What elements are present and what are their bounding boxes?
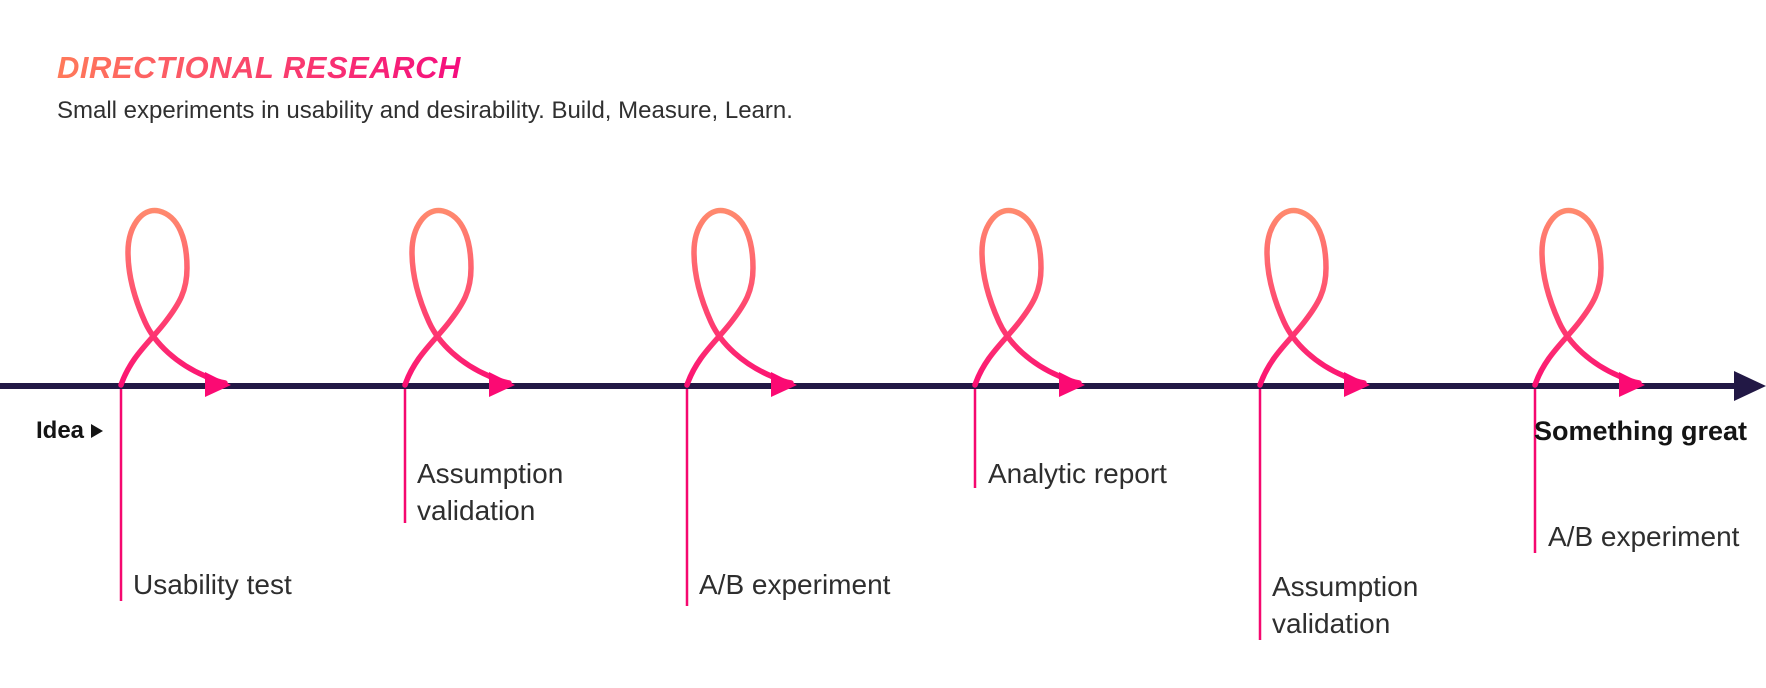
milestone-label: Usability test — [133, 569, 292, 600]
timeline-arrowhead-icon — [1734, 371, 1766, 401]
timeline-start-label-text: Idea — [36, 417, 85, 444]
milestone-label: Assumption validation — [1272, 571, 1419, 639]
timeline-end-label-text: Something great — [1533, 416, 1747, 446]
page-subtitle: Small experiments in usability and desir… — [57, 97, 793, 124]
milestone-label: A/B experiment — [699, 569, 891, 600]
iteration-loop-icon — [405, 211, 515, 397]
iteration-loop-icon — [1260, 211, 1370, 397]
iteration-loop-icon — [1535, 211, 1645, 397]
iteration-loop-icon — [975, 211, 1085, 397]
milestone-label: Analytic report — [988, 458, 1167, 489]
timeline-start-label: Idea — [36, 417, 104, 445]
milestone-label: Assumption validation — [417, 458, 564, 526]
timeline-end-label: Something great — [1534, 416, 1747, 447]
iteration-loop-icon — [687, 211, 797, 397]
iteration-loop-icon — [121, 211, 231, 397]
idea-arrow-icon — [91, 424, 104, 438]
page-title: DIRECTIONAL RESEARCH — [57, 50, 461, 85]
milestone-label: A/B experiment — [1548, 521, 1740, 552]
